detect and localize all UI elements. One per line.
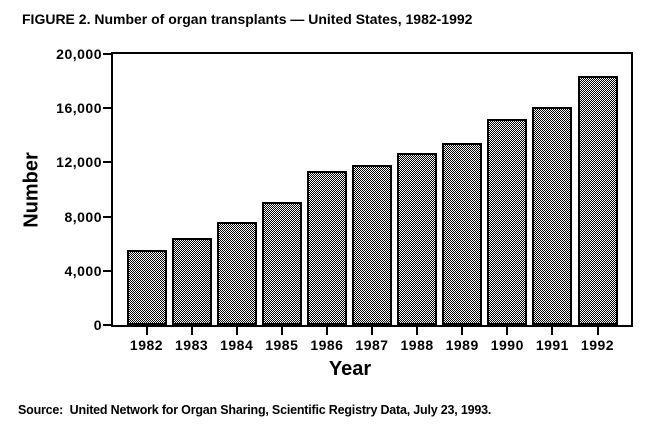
- y-tick-8000: [103, 215, 113, 218]
- bar-1985: [261, 202, 302, 325]
- bar-1989: [442, 143, 483, 325]
- x-tick-1989: [461, 325, 464, 335]
- bar-1986: [306, 171, 347, 325]
- y-tick-20000: [103, 53, 113, 55]
- source-note: Source: United Network for Organ Sharing…: [18, 403, 492, 417]
- x-tick-label-1986: 1986: [310, 337, 344, 353]
- x-tick-1984: [235, 325, 238, 335]
- x-tick-1991: [551, 325, 554, 335]
- x-tick-label-1982: 1982: [129, 337, 164, 353]
- x-tick-label-1983: 1983: [175, 337, 209, 353]
- bar-1991: [532, 107, 573, 325]
- x-tick-1986: [325, 325, 328, 335]
- x-tick-label-1987: 1987: [355, 337, 389, 353]
- x-tick-label-1992: 1992: [580, 337, 615, 353]
- x-tick-1983: [190, 325, 193, 335]
- bar-1983: [171, 238, 212, 325]
- y-tick-label-16000: 16,000: [56, 100, 102, 117]
- y-tick-label-4000: 4,000: [64, 262, 102, 279]
- y-tick-label-0: 0: [93, 317, 102, 333]
- y-tick-0: [103, 324, 113, 326]
- x-tick-1982: [145, 325, 148, 335]
- x-tick-1990: [506, 325, 509, 335]
- y-tick-label-20000: 20,000: [56, 46, 102, 62]
- x-tick-1987: [371, 325, 373, 335]
- bar-1988: [397, 153, 438, 325]
- x-tick-label-1985: 1985: [265, 337, 299, 353]
- x-tick-1992: [596, 325, 599, 335]
- x-tick-label-1991: 1991: [535, 337, 569, 353]
- bar-1982: [126, 250, 167, 325]
- x-tick-label-1988: 1988: [400, 337, 434, 353]
- bar-1992: [577, 76, 618, 325]
- x-tick-label-1990: 1990: [490, 337, 524, 353]
- x-tick-label-1984: 1984: [220, 337, 254, 353]
- bar-1987: [352, 165, 392, 325]
- bar-1990: [487, 119, 528, 325]
- x-tick-1988: [416, 325, 419, 335]
- y-tick-16000: [103, 107, 113, 110]
- y-axis-title: Number: [20, 152, 43, 228]
- y-tick-12000: [103, 161, 113, 164]
- y-tick-label-12000: 12,000: [56, 154, 102, 171]
- bar-1984: [216, 222, 257, 325]
- x-axis-title: Year: [328, 358, 372, 380]
- x-tick-1985: [280, 325, 283, 335]
- figure-title: FIGURE 2. Number of organ transplants — …: [22, 11, 473, 27]
- y-tick-4000: [103, 269, 113, 272]
- y-tick-label-8000: 8,000: [64, 208, 102, 225]
- plot-area: 1982 1983 1984 1985 1986 1987 1988 1989 1990 1991…: [56, 47, 633, 353]
- x-tick-label-1989: 1989: [445, 337, 479, 353]
